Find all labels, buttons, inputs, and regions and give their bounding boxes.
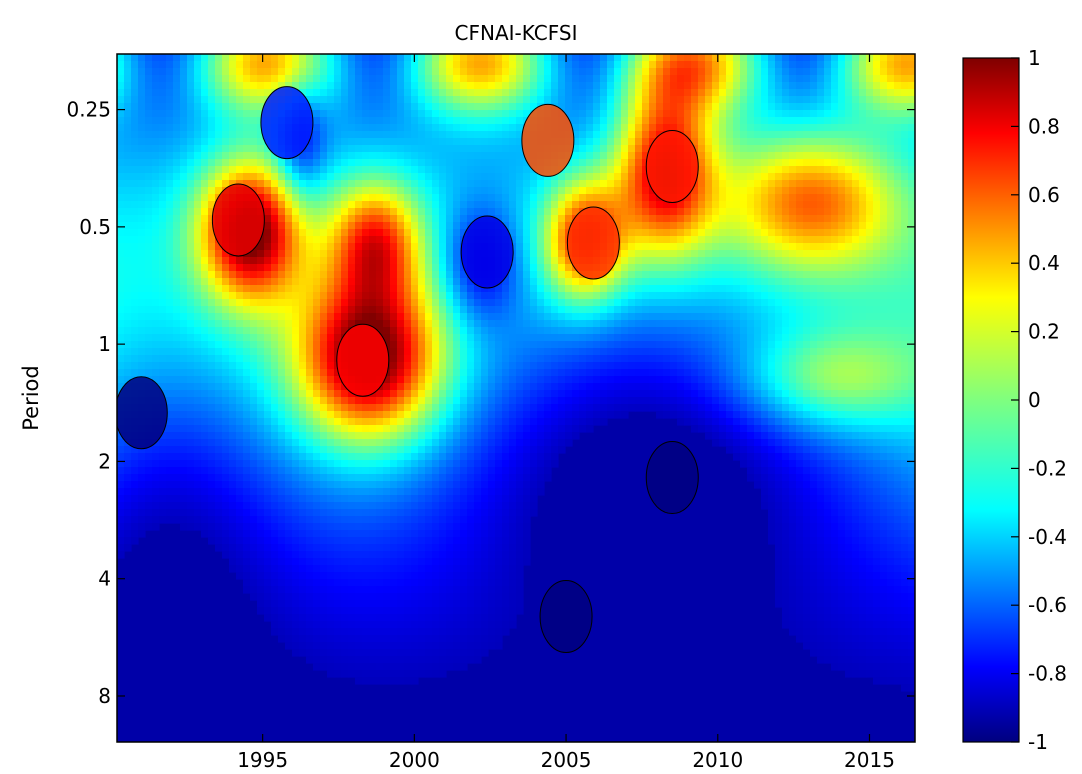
contour-feature-2 [645,130,699,204]
colorbar-axis: 1 0.8 0.6 0.4 0.2 0 -0.2 -0.4 -0.6 -0.8 -1 [1011,46,1067,754]
colorbar-tick-label: 0.4 [1028,251,1060,275]
colorbar-tick-label: 0.8 [1028,114,1060,138]
contour-feature-7 [645,441,699,515]
contour-feature-4 [521,103,575,177]
x-tick-label: 2005 [541,748,592,772]
contour-feature-9 [539,579,593,653]
colorbar-tick-label: -1 [1028,730,1048,754]
chart-title: CFNAI-KCFSI [455,21,578,45]
plot-frame [116,53,916,743]
y-tick-label: 0.5 [79,215,111,239]
y-tick-label: 4 [98,567,111,591]
colorbar-tick-label: -0.4 [1028,525,1067,549]
x-tick-label: 2000 [389,748,440,772]
contour-feature-6 [260,86,314,160]
y-tick-label: 0.25 [66,98,111,122]
colorbar [962,57,1020,743]
y-axis: 0.25 0.5 1 2 4 8 [66,98,915,708]
colorbar-tick-label: -0.6 [1028,593,1067,617]
x-axis: 1995 2000 2005 2010 2015 [237,54,895,772]
contour-feature-1 [336,323,390,397]
x-tick-label: 2010 [692,748,743,772]
y-tick-label: 2 [98,449,111,473]
colorbar-tick-label: 0 [1028,388,1041,412]
colorbar-tick-label: 1 [1028,46,1041,70]
y-axis-label: Period [19,365,43,430]
x-tick-label: 2015 [844,748,895,772]
colorbar-tick-label: -0.8 [1028,662,1067,686]
contour-feature-0 [211,183,265,257]
colorbar-tick-label: 0.6 [1028,183,1060,207]
plot-area [117,54,915,742]
contour-feature-5 [460,215,514,289]
colorbar-tick-label: -0.2 [1028,456,1067,480]
y-tick-label: 8 [98,684,111,708]
contour-feature-8 [117,376,168,450]
colorbar-tick-label: 0.2 [1028,320,1060,344]
x-tick-label: 1995 [237,748,288,772]
contour-feature-3 [566,206,620,280]
y-tick-label: 1 [98,332,111,356]
